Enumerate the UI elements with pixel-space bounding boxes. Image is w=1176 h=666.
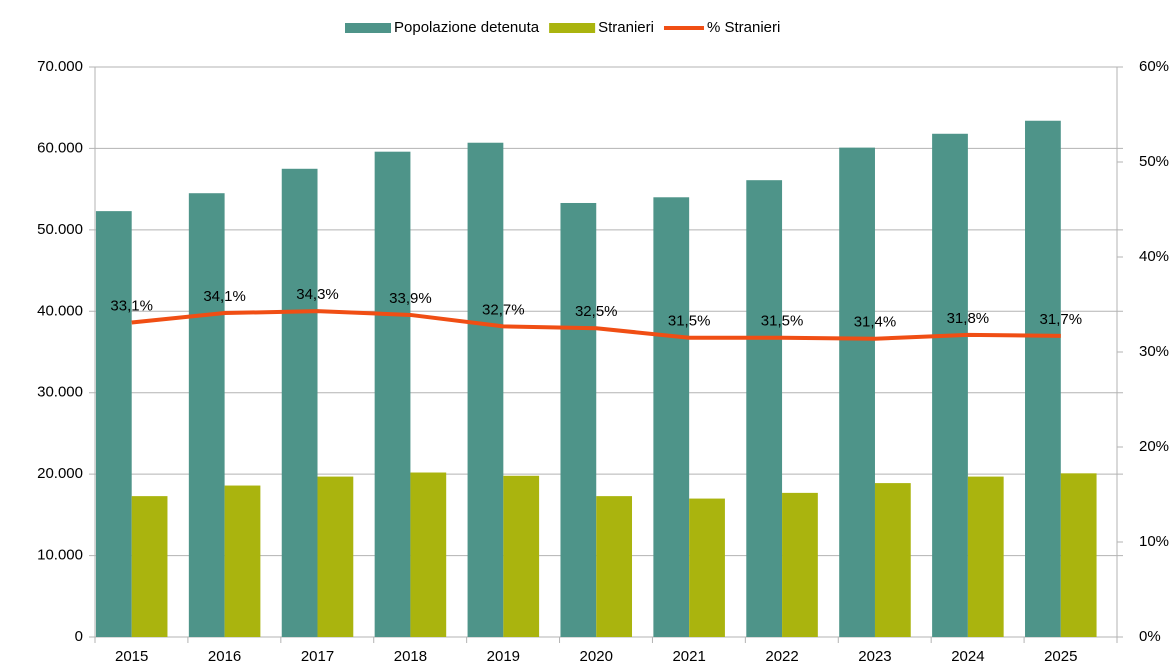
bar [932,133,968,637]
x-tick-label: 2020 [580,648,613,665]
legend-label: Popolazione detenuta [394,19,540,36]
bar [95,211,132,637]
y-tick-label: 70.000 [37,58,83,75]
x-tick-label: 2017 [301,648,334,665]
bar [503,475,540,637]
data-label: 31,8% [947,310,990,327]
x-tick-label: 2018 [394,648,427,665]
bar [874,483,911,637]
bar [839,147,875,637]
legend-label: Stranieri [598,19,654,36]
y2-tick-label: 40% [1139,248,1169,265]
y-tick-label: 0 [75,628,83,645]
data-label: 32,7% [482,301,525,318]
bar [467,142,504,637]
y2-tick-label: 50% [1139,153,1169,170]
bar [281,168,318,638]
bar [746,180,783,637]
data-label: 31,7% [1040,311,1083,328]
x-tick-label: 2015 [115,648,148,665]
bar [782,492,818,637]
y-tick-label: 50.000 [37,221,83,238]
y-tick-label: 20.000 [37,465,83,482]
legend-label: % Stranieri [707,19,780,36]
x-tick-label: 2023 [858,648,891,665]
y2-tick-label: 0% [1139,628,1161,645]
x-tick-label: 2024 [951,648,984,665]
y-tick-label: 10.000 [37,547,83,564]
y2-tick-label: 10% [1139,533,1169,550]
bar [596,496,633,637]
bar [224,485,261,637]
bar [410,472,447,637]
x-tick-label: 2022 [765,648,798,665]
data-label: 33,9% [389,290,432,307]
data-label: 31,5% [761,313,804,330]
data-label: 34,3% [296,286,339,303]
legend-swatch [345,23,391,33]
bar [374,151,411,637]
x-tick-label: 2019 [487,648,520,665]
bar [1060,473,1097,637]
bar [560,202,597,637]
y2-tick-label: 20% [1139,438,1169,455]
legend-swatch [549,23,596,33]
x-tick-label: 2016 [208,648,241,665]
y-tick-label: 30.000 [37,384,83,401]
x-tick-label: 2021 [672,648,705,665]
data-label: 32,5% [575,303,618,320]
bar [689,498,725,637]
data-label: 34,1% [203,288,246,305]
x-tick-label: 2025 [1044,648,1077,665]
data-label: 31,4% [854,314,897,331]
y2-tick-label: 30% [1139,343,1169,360]
bar [653,197,690,638]
y2-tick-label: 60% [1139,58,1169,75]
bar [317,476,354,637]
y-tick-label: 40.000 [37,302,83,319]
data-label: 31,5% [668,313,711,330]
data-label: 33,1% [110,298,153,315]
bar [1025,120,1061,637]
bar [188,193,225,637]
bar [967,476,1004,637]
bar [131,496,168,637]
y-tick-label: 60.000 [37,139,83,156]
line [131,309,1061,341]
